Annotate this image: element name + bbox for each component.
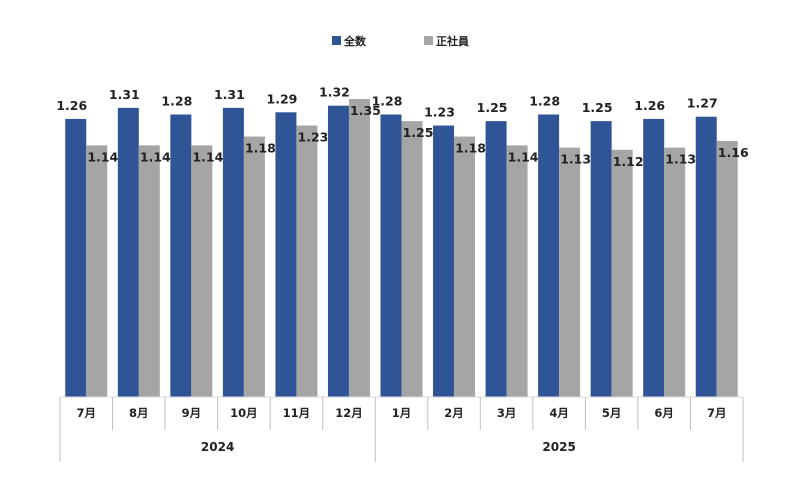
data-label: 1.23 — [298, 130, 329, 145]
legend-label-0: 全数 — [343, 34, 367, 48]
data-label: 1.13 — [665, 152, 696, 167]
bar-1-11 — [664, 147, 686, 397]
data-label: 1.31 — [214, 87, 245, 102]
bar-0-8 — [485, 121, 507, 397]
bar-0-10 — [590, 121, 612, 397]
bar-1-2 — [191, 145, 213, 397]
data-label: 1.13 — [560, 152, 591, 167]
category-label: 5月 — [602, 406, 622, 420]
category-label: 7月 — [77, 406, 97, 420]
bar-0-2 — [170, 114, 192, 397]
bar-1-4 — [296, 125, 318, 397]
data-label: 1.29 — [267, 91, 298, 106]
category-label: 6月 — [654, 406, 674, 420]
bar-0-12 — [695, 116, 717, 397]
bar-1-5 — [348, 99, 370, 398]
category-label: 7月 — [707, 406, 727, 420]
data-label: 1.25 — [582, 100, 613, 115]
category-label: 12月 — [335, 406, 363, 420]
category-label: 10月 — [230, 406, 258, 420]
category-label: 8月 — [129, 406, 149, 420]
data-label: 1.26 — [56, 98, 87, 113]
category-label: 9月 — [182, 406, 202, 420]
bar-0-1 — [117, 107, 139, 398]
data-label: 1.14 — [508, 149, 539, 164]
bar-1-12 — [716, 140, 738, 397]
data-label: 1.28 — [529, 94, 560, 109]
bar-1-0 — [86, 145, 108, 397]
category-label: 1月 — [392, 406, 412, 420]
bar-0-3 — [222, 107, 244, 398]
bar-1-6 — [401, 121, 423, 397]
data-label: 1.32 — [319, 85, 350, 100]
category-label: 11月 — [283, 406, 311, 420]
data-label: 1.28 — [372, 94, 403, 109]
bar-1-8 — [506, 145, 528, 397]
bar-0-6 — [380, 114, 402, 397]
data-label: 1.25 — [477, 100, 508, 115]
bar-0-9 — [538, 114, 560, 397]
legend-swatch-0 — [332, 36, 341, 45]
bar-0-4 — [275, 112, 297, 397]
data-label: 1.26 — [634, 98, 665, 113]
category-label: 4月 — [549, 406, 569, 420]
data-label: 1.14 — [140, 149, 171, 164]
data-label: 1.23 — [424, 105, 455, 120]
data-label: 1.35 — [350, 103, 381, 118]
bar-1-9 — [559, 147, 581, 397]
data-label: 1.18 — [245, 141, 276, 156]
bar-0-0 — [65, 118, 87, 397]
legend-swatch-1 — [424, 36, 433, 45]
bar-0-11 — [643, 118, 665, 397]
category-label: 2月 — [444, 406, 464, 420]
data-label: 1.12 — [613, 154, 644, 169]
bar-1-7 — [454, 136, 476, 397]
data-label: 1.18 — [455, 141, 486, 156]
data-label: 1.14 — [192, 149, 223, 164]
bar-1-1 — [138, 145, 160, 397]
data-label: 1.31 — [109, 87, 140, 102]
bar-0-7 — [433, 125, 455, 397]
bar-0-5 — [327, 105, 349, 398]
data-label: 1.28 — [161, 94, 192, 109]
data-label: 1.25 — [403, 125, 434, 140]
group-label-0: 2024 — [201, 440, 234, 454]
data-label: 1.27 — [687, 96, 718, 111]
group-label-1: 2025 — [542, 440, 575, 454]
bar-1-10 — [611, 149, 633, 397]
legend-label-1: 正社員 — [436, 34, 469, 48]
data-label: 1.14 — [87, 149, 118, 164]
category-label: 3月 — [497, 406, 517, 420]
data-label: 1.16 — [718, 145, 749, 160]
bar-1-3 — [243, 136, 265, 397]
